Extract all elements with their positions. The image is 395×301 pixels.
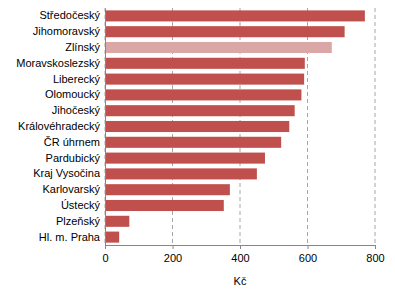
y-tick: Olomoucký: [45, 88, 105, 100]
bar: [105, 153, 265, 164]
x-tick: 800: [366, 245, 384, 264]
x-axis: 0 200 400 600 800: [102, 245, 384, 264]
x-tick-mark: [375, 245, 376, 249]
x-axis-title: Kč: [234, 275, 247, 287]
bar: [105, 232, 119, 243]
y-tick: Pardubický: [46, 152, 105, 164]
y-tick-label: Ústecký: [61, 199, 101, 211]
y-tick: Kraj Vysočina: [33, 167, 105, 179]
y-tick: Zlínský: [65, 41, 105, 53]
y-tick-label: Olomoucký: [45, 88, 101, 100]
x-tick: 600: [299, 245, 317, 264]
bar: [105, 58, 305, 69]
y-tick: Jihočeský: [52, 104, 105, 116]
y-tick-label: Pardubický: [46, 152, 101, 164]
x-tick-label: 800: [366, 252, 384, 264]
bar: [105, 137, 281, 148]
bar: [105, 10, 365, 21]
bar: [105, 105, 295, 116]
y-tick-label: Jihočeský: [52, 104, 101, 116]
y-tick-label: Jihomoravský: [33, 25, 101, 37]
y-tick: Jihomoravský: [33, 25, 105, 37]
y-tick: Liberecký: [53, 73, 105, 85]
x-tick-mark: [308, 245, 309, 249]
bar: [105, 200, 224, 211]
plot: 0 200 400 600 800 Středočeský Jihomoravský Zlín…: [16, 8, 384, 264]
y-tick: Královéhradecký: [18, 120, 105, 132]
x-tick-mark: [173, 245, 174, 249]
bars: [105, 10, 365, 242]
y-tick: Středočeský: [39, 9, 105, 21]
x-tick: 0: [102, 245, 108, 264]
y-axis: Středočeský Jihomoravský Zlínský Moravskosl…: [16, 9, 105, 246]
x-tick-mark: [105, 245, 106, 249]
y-tick-label: Plzeňský: [56, 215, 101, 227]
y-tick: Ústecký: [61, 199, 105, 211]
y-axis-line: [105, 9, 106, 246]
y-tick-label: ČR úhrnem: [44, 136, 100, 148]
bar: [105, 184, 230, 195]
grid: [105, 8, 375, 245]
y-tick-label: Karlovarský: [43, 183, 101, 195]
y-tick-label: Hl. m. Praha: [39, 231, 101, 243]
bar: [105, 168, 257, 179]
bar: [105, 89, 301, 100]
y-tick: Hl. m. Praha: [39, 231, 105, 243]
y-tick-label: Liberecký: [53, 73, 101, 85]
y-tick-label: Kraj Vysočina: [33, 167, 101, 179]
y-tick-label: Středočeský: [39, 9, 100, 21]
grid-line: [105, 8, 106, 245]
y-tick: Karlovarský: [43, 183, 105, 195]
bar: [105, 121, 289, 132]
bar: [105, 42, 332, 53]
grid-line: [375, 8, 376, 245]
y-tick: ČR úhrnem: [44, 136, 105, 148]
y-tick-label: Královéhradecký: [18, 120, 100, 132]
x-tick-label: 200: [164, 252, 182, 264]
x-tick-label: 600: [299, 252, 317, 264]
chart: 0 200 400 600 800 Středočeský Jihomoravský Zlín…: [0, 0, 395, 301]
y-tick: Moravskoslezský: [16, 57, 105, 69]
x-tick: 200: [164, 245, 182, 264]
y-tick: Plzeňský: [56, 215, 105, 227]
x-tick-mark: [240, 245, 241, 249]
x-tick: 400: [231, 245, 249, 264]
bar: [105, 216, 129, 227]
bar: [105, 26, 345, 37]
y-tick-label: Moravskoslezský: [16, 57, 100, 69]
x-tick-label: 400: [231, 252, 249, 264]
x-tick-label: 0: [102, 252, 108, 264]
y-tick-label: Zlínský: [65, 41, 100, 53]
bar: [105, 74, 304, 85]
